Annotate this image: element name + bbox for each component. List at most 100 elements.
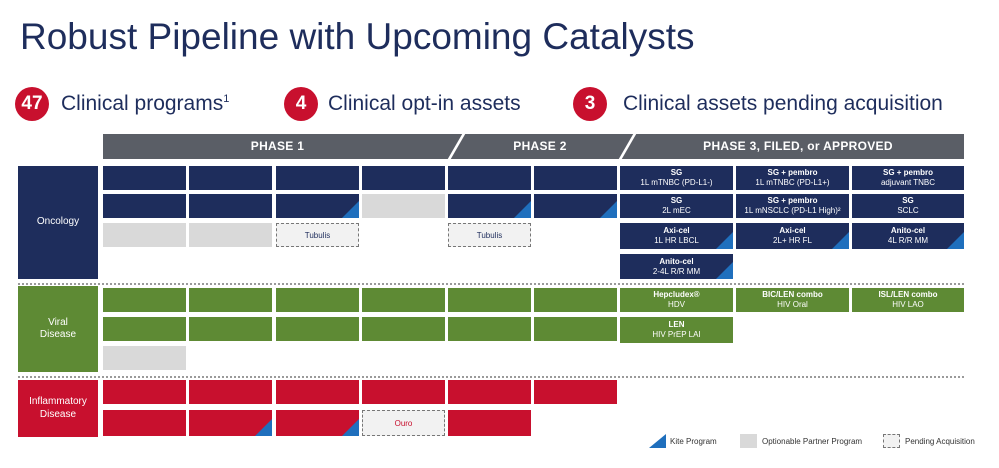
program-name: SG + pembro [882, 168, 933, 177]
pipeline-program-cell [189, 288, 272, 312]
pipeline-program-cell [103, 166, 186, 190]
pipeline-program-axi-cel-1l-hr-lbcl: Axi-cel 1L HR LBCL [620, 223, 733, 249]
program-indication: 2L+ HR FL [773, 236, 812, 245]
pipeline-program-cell [103, 317, 186, 341]
program-name: Axi-cel [663, 226, 690, 235]
pending-acquisition-tubulis-phase2: Tubulis [448, 223, 531, 247]
section-divider [18, 283, 964, 285]
pipeline-program-hepcludex-hdv: Hepcludex® HDV [620, 288, 733, 312]
kite-marker-icon [342, 201, 359, 218]
program-name: SG [670, 196, 683, 205]
pipeline-program-cell [362, 317, 445, 341]
legend-pending-swatch [883, 434, 900, 448]
pipeline-program-cell [448, 410, 531, 436]
legend-kite-icon [649, 434, 666, 448]
pipeline-program-cell [103, 410, 186, 436]
pipeline-program-axi-cel-2l-hr-fl: Axi-cel 2L+ HR FL [736, 223, 849, 249]
footnote-marker: 1 [223, 93, 230, 105]
pipeline-program-sg-pembro-1l-mtnbc: SG + pembro 1L mTNBC (PD-L1+) [736, 166, 849, 190]
pipeline-program-cell [448, 288, 531, 312]
pipeline-program-cell-kite [276, 194, 359, 218]
program-indication: 1L mTNBC (PD-L1-) [640, 178, 713, 187]
pipeline-program-cell [276, 166, 359, 190]
pipeline-program-cell [448, 166, 531, 190]
page-title: Robust Pipeline with Upcoming Catalysts [20, 16, 695, 57]
stat-label-programs-text: Clinical programs [61, 92, 224, 115]
program-name: SG [670, 168, 683, 177]
pipeline-program-cell [103, 288, 186, 312]
program-indication: HIV PrEP LAI [652, 330, 701, 339]
pipeline-partner-cell [362, 194, 445, 218]
pipeline-program-anito-cel-2-4l-rr-mm: Anito-cel 2-4L R/R MM [620, 254, 733, 279]
pipeline-partner-cell [189, 223, 272, 247]
pipeline-program-cell [362, 380, 445, 404]
pipeline-program-bic-len-hiv-oral: BIC/LEN combo HIV Oral [736, 288, 849, 312]
pipeline-program-cell [189, 317, 272, 341]
kite-marker-icon [342, 419, 359, 436]
category-viral-disease: Viral Disease [18, 286, 98, 372]
pipeline-program-cell [103, 194, 186, 218]
kite-marker-icon [255, 419, 272, 436]
program-name: SG [902, 196, 914, 205]
pipeline-program-cell [103, 380, 186, 404]
stat-badge-opt-in: 4 [284, 87, 318, 121]
pipeline-program-sg-pembro-1l-mnsclc: SG + pembro 1L mNSCLC (PD-L1 High)² [736, 194, 849, 218]
program-indication: adjuvant TNBC [880, 178, 936, 187]
kite-marker-icon [514, 201, 531, 218]
pipeline-program-sg-sclc: SG SCLC [852, 194, 964, 218]
pipeline-program-isl-len-hiv-lao: ISL/LEN combo HIV LAO [852, 288, 964, 312]
pipeline-program-cell [189, 194, 272, 218]
program-indication: 2-4L R/R MM [652, 266, 701, 276]
pipeline-program-cell [534, 166, 617, 190]
pipeline-partner-cell [103, 346, 186, 370]
program-indication: SCLC [897, 206, 919, 215]
program-indication: 1L mTNBC (PD-L1+) [755, 178, 830, 187]
phase-1-label: PHASE 1 [250, 139, 305, 153]
kite-marker-icon [600, 201, 617, 218]
pending-acquisition-ouro: Ouro [362, 410, 445, 436]
pipeline-program-sg-2l-mec: SG 2L mEC [620, 194, 733, 218]
stat-label-pending: Clinical assets pending acquisition [623, 92, 943, 115]
program-indication: HIV Oral [777, 300, 808, 309]
pipeline-partner-cell [103, 223, 186, 247]
category-oncology: Oncology [18, 166, 98, 279]
kite-marker-icon [947, 232, 964, 249]
program-name: Anito-cel [659, 256, 694, 266]
pipeline-program-cell-kite [276, 410, 359, 436]
pipeline-program-cell [189, 166, 272, 190]
kite-marker-icon [832, 232, 849, 249]
program-name: BIC/LEN combo [762, 290, 823, 299]
program-name: Axi-cel [779, 226, 806, 235]
legend-kite-label: Kite Program [670, 437, 717, 446]
pipeline-program-sg-1l-mtnbc: SG 1L mTNBC (PD-L1-) [620, 166, 733, 190]
legend-partner-label: Optionable Partner Program [762, 437, 863, 446]
phase-2-label: PHASE 2 [513, 139, 567, 153]
pipeline-program-cell [534, 380, 617, 404]
legend-pending-label: Pending Acquisition [905, 437, 975, 446]
legend-partner-swatch [740, 434, 757, 448]
category-inflammatory-disease: Inflammatory Disease [18, 380, 98, 437]
stat-label-programs: Clinical programs1 [61, 87, 229, 121]
program-name: SG + pembro [767, 168, 818, 177]
phase-header-bar [103, 134, 964, 159]
program-indication: 4L R/R MM [887, 236, 929, 245]
program-indication: HDV [668, 300, 685, 309]
pipeline-program-cell-kite [189, 410, 272, 436]
pipeline-program-cell [276, 380, 359, 404]
program-name: Anito-cel [890, 226, 926, 235]
pipeline-program-len-hiv-prep: LEN HIV PrEP LAI [620, 317, 733, 343]
section-divider [18, 376, 964, 378]
pipeline-program-cell-kite [534, 194, 617, 218]
pipeline-program-cell [362, 288, 445, 312]
pipeline-program-cell [276, 317, 359, 341]
pipeline-program-cell [534, 317, 617, 341]
phase-3-label: PHASE 3, FILED, or APPROVED [703, 139, 893, 153]
program-name: ISL/LEN combo [878, 290, 938, 299]
pipeline-program-cell [448, 380, 531, 404]
program-indication: 1L mNSCLC (PD-L1 High)² [744, 206, 841, 215]
program-indication: 2L mEC [662, 206, 691, 215]
kite-marker-icon [716, 262, 733, 279]
pipeline-program-cell-kite [448, 194, 531, 218]
pipeline-program-cell [534, 288, 617, 312]
program-name: Hepcludex® [653, 290, 700, 299]
